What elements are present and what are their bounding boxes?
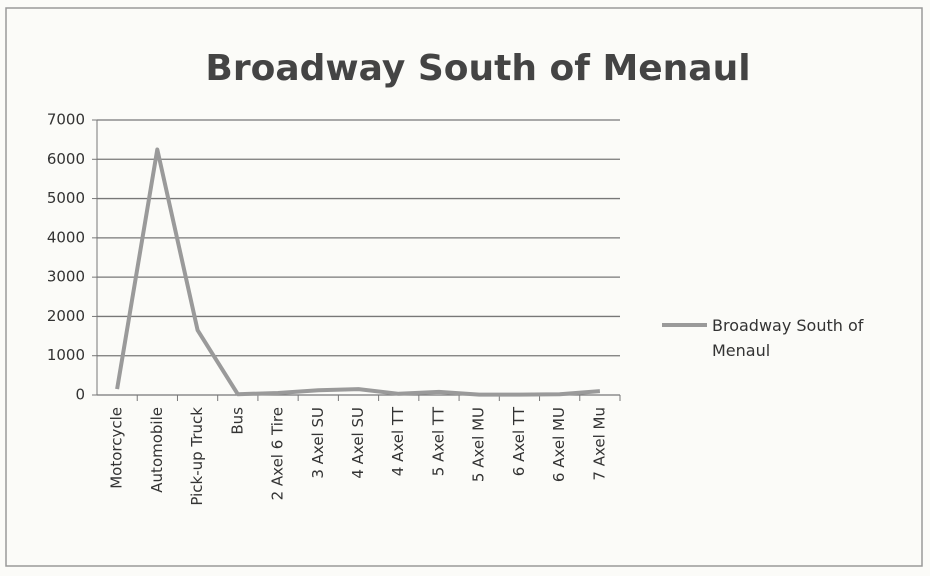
- y-tick-label: 4000: [47, 228, 85, 246]
- y-tick-label: 7000: [47, 111, 85, 129]
- x-tick-label: 3 Axel SU: [309, 407, 327, 479]
- x-tick-label: 2 Axel 6 Tire: [269, 407, 287, 500]
- data-line: [115, 147, 601, 397]
- chart-title: Broadway South of Menaul: [205, 48, 750, 89]
- x-tick-label: Bus: [228, 407, 246, 435]
- x-tick-label: 6 Axel MU: [550, 407, 568, 482]
- y-tick-label: 2000: [47, 307, 85, 325]
- chart-border: [5, 7, 923, 567]
- y-tick-label: 5000: [47, 189, 85, 207]
- x-tick-label: 5 Axel MU: [470, 407, 488, 482]
- y-tick-label: 1000: [47, 346, 85, 364]
- legend-label: Broadway South of Menaul: [712, 316, 864, 360]
- x-tick-label: 6 Axel TT: [510, 406, 528, 476]
- x-tick-label: Automobile: [148, 407, 166, 493]
- x-tick-label: Pick-up Truck: [188, 407, 206, 506]
- x-tick-label: 5 Axel TT: [429, 406, 447, 476]
- y-tick-label: 3000: [47, 268, 85, 286]
- x-tick-label: 7 Axel Mu: [590, 407, 608, 481]
- x-tick-label: 4 Axel TT: [389, 406, 407, 476]
- y-tick-label: 0: [75, 386, 85, 404]
- y-tick-label: 6000: [47, 150, 85, 168]
- x-tick-label: Motorcycle: [108, 407, 126, 489]
- x-tick-label: 4 Axel SU: [349, 407, 367, 479]
